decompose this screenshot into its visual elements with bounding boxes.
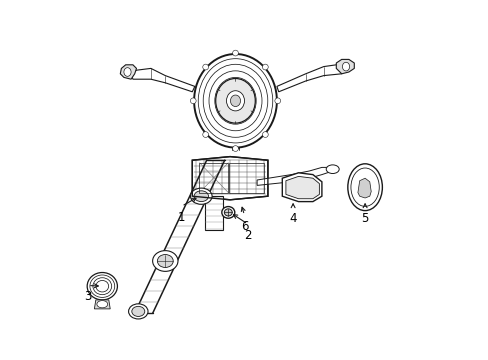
Ellipse shape: [342, 62, 349, 71]
Ellipse shape: [230, 95, 240, 107]
Text: 2: 2: [244, 229, 251, 242]
Polygon shape: [257, 167, 332, 185]
Ellipse shape: [222, 207, 234, 218]
Polygon shape: [204, 196, 223, 230]
Polygon shape: [192, 157, 267, 200]
Ellipse shape: [203, 64, 208, 70]
Text: 4: 4: [289, 212, 296, 225]
Polygon shape: [336, 59, 354, 74]
Polygon shape: [357, 178, 370, 198]
Text: 1: 1: [177, 211, 185, 224]
Ellipse shape: [157, 255, 173, 267]
Ellipse shape: [190, 98, 196, 104]
Polygon shape: [276, 65, 343, 92]
Ellipse shape: [226, 91, 244, 111]
Ellipse shape: [87, 273, 117, 300]
Ellipse shape: [123, 68, 131, 76]
Ellipse shape: [232, 146, 238, 152]
Polygon shape: [120, 65, 136, 79]
Polygon shape: [94, 300, 110, 309]
Ellipse shape: [203, 132, 208, 138]
Ellipse shape: [350, 168, 379, 206]
Polygon shape: [285, 176, 319, 199]
Ellipse shape: [215, 78, 255, 123]
Ellipse shape: [190, 188, 212, 204]
Ellipse shape: [347, 164, 382, 211]
Ellipse shape: [262, 64, 268, 70]
Text: 6: 6: [240, 220, 248, 233]
Ellipse shape: [194, 191, 208, 202]
Ellipse shape: [232, 50, 238, 56]
Polygon shape: [131, 68, 194, 92]
Ellipse shape: [262, 132, 268, 138]
Ellipse shape: [132, 306, 144, 316]
Ellipse shape: [224, 209, 232, 216]
Ellipse shape: [274, 98, 280, 104]
Ellipse shape: [194, 54, 276, 148]
Polygon shape: [282, 173, 321, 202]
Text: 3: 3: [84, 290, 91, 303]
Ellipse shape: [152, 251, 178, 271]
Ellipse shape: [97, 301, 107, 308]
Ellipse shape: [128, 304, 148, 319]
Ellipse shape: [325, 165, 339, 174]
Text: 5: 5: [361, 212, 368, 225]
